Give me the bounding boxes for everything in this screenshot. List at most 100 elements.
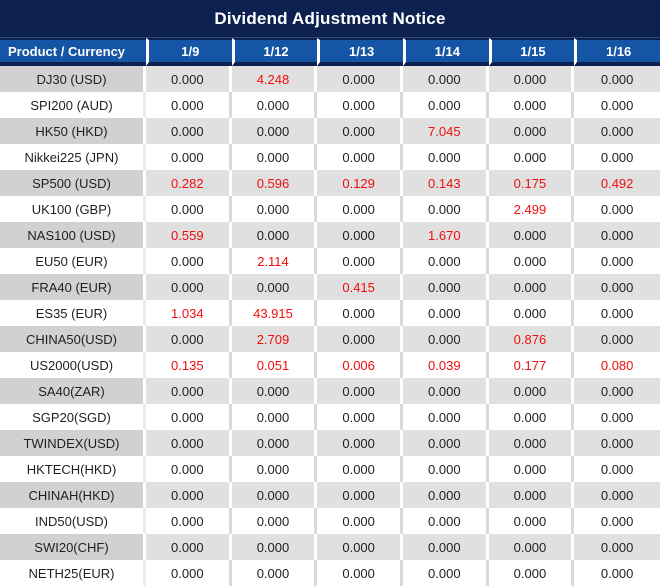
value-cell: 0.000 <box>317 482 403 508</box>
value-cell: 0.006 <box>317 352 403 378</box>
table-row: SPI200 (AUD) 0.000 0.000 0.000 0.000 0.000 0.0… <box>0 92 660 118</box>
value-cell: 0.000 <box>574 274 660 300</box>
value-cell: 0.000 <box>317 66 403 92</box>
value-cell: 0.000 <box>317 378 403 404</box>
value-cell: 0.000 <box>317 404 403 430</box>
value-cell: 0.000 <box>402 144 489 170</box>
value-cell: 0.000 <box>488 92 575 118</box>
product-cell: EU50 (EUR) <box>0 248 146 274</box>
value-cell: 0.039 <box>402 352 489 378</box>
value-cell: 4.248 <box>231 66 318 92</box>
table-row: EU50 (EUR) 0.000 2.114 0.000 0.000 0.000 0.000 <box>0 248 660 274</box>
product-cell: HKTECH(HKD) <box>0 456 146 482</box>
table-row: UK100 (GBP) 0.000 0.000 0.000 0.000 2.499 0.00… <box>0 196 660 222</box>
value-cell: 0.000 <box>402 404 489 430</box>
value-cell: 0.051 <box>231 352 318 378</box>
value-cell: 0.000 <box>317 430 403 456</box>
title-bar: Dividend Adjustment Notice <box>0 0 660 38</box>
product-cell: SA40(ZAR) <box>0 378 146 404</box>
value-cell: 0.000 <box>317 560 403 586</box>
table-row: NAS100 (USD) 0.559 0.000 0.000 1.670 0.000 0.0… <box>0 222 660 248</box>
product-cell: IND50(USD) <box>0 508 146 534</box>
value-cell: 0.000 <box>317 118 403 144</box>
product-cell: SGP20(SGD) <box>0 404 146 430</box>
product-cell: CHINA50(USD) <box>0 326 146 352</box>
value-cell: 0.000 <box>146 482 232 508</box>
value-cell: 0.000 <box>402 378 489 404</box>
column-header-product-currency: Product / Currency <box>0 38 146 66</box>
value-cell: 0.000 <box>574 430 660 456</box>
value-cell: 0.000 <box>488 430 575 456</box>
table-row: SP500 (USD) 0.282 0.596 0.129 0.143 0.175 0.49… <box>0 170 660 196</box>
value-cell: 0.000 <box>146 404 232 430</box>
value-cell: 0.000 <box>402 92 489 118</box>
column-header-date: 1/12 <box>231 38 318 66</box>
value-cell: 0.175 <box>488 170 575 196</box>
value-cell: 0.000 <box>317 222 403 248</box>
value-cell: 0.000 <box>488 222 575 248</box>
table-row: CHINAH(HKD) 0.000 0.000 0.000 0.000 0.000 0.00… <box>0 482 660 508</box>
value-cell: 0.000 <box>574 378 660 404</box>
value-cell: 0.000 <box>317 300 403 326</box>
table-row: SA40(ZAR) 0.000 0.000 0.000 0.000 0.000 0.000 <box>0 378 660 404</box>
value-cell: 0.000 <box>231 222 318 248</box>
value-cell: 0.000 <box>317 508 403 534</box>
value-cell: 0.000 <box>402 508 489 534</box>
product-cell: Nikkei225 (JPN) <box>0 144 146 170</box>
header-row: Product / Currency 1/9 1/12 1/13 1/14 1/15 1/… <box>0 38 660 66</box>
column-header-date: 1/9 <box>146 38 232 66</box>
value-cell: 0.000 <box>146 534 232 560</box>
value-cell: 0.000 <box>488 560 575 586</box>
value-cell: 0.000 <box>574 196 660 222</box>
value-cell: 0.000 <box>231 404 318 430</box>
value-cell: 0.000 <box>574 404 660 430</box>
value-cell: 0.000 <box>231 508 318 534</box>
product-cell: NAS100 (USD) <box>0 222 146 248</box>
table-row: US2000(USD) 0.135 0.051 0.006 0.039 0.177 0.08… <box>0 352 660 378</box>
value-cell: 0.000 <box>574 534 660 560</box>
value-cell: 0.596 <box>231 170 318 196</box>
column-header-date: 1/16 <box>574 38 660 66</box>
value-cell: 0.177 <box>488 352 575 378</box>
value-cell: 0.559 <box>146 222 232 248</box>
table-row: HKTECH(HKD) 0.000 0.000 0.000 0.000 0.000 0.00… <box>0 456 660 482</box>
value-cell: 43.915 <box>231 300 318 326</box>
value-cell: 0.000 <box>231 456 318 482</box>
value-cell: 0.000 <box>574 66 660 92</box>
value-cell: 0.000 <box>231 274 318 300</box>
value-cell: 0.000 <box>146 118 232 144</box>
value-cell: 0.000 <box>402 326 489 352</box>
value-cell: 0.000 <box>402 560 489 586</box>
value-cell: 0.000 <box>402 482 489 508</box>
value-cell: 0.000 <box>574 456 660 482</box>
value-cell: 0.000 <box>488 378 575 404</box>
product-cell: NETH25(EUR) <box>0 560 146 586</box>
value-cell: 0.000 <box>402 66 489 92</box>
value-cell: 0.000 <box>317 196 403 222</box>
column-header-date: 1/15 <box>488 38 575 66</box>
value-cell: 0.000 <box>402 456 489 482</box>
value-cell: 0.000 <box>488 456 575 482</box>
table-row: SGP20(SGD) 0.000 0.000 0.000 0.000 0.000 0.000 <box>0 404 660 430</box>
value-cell: 0.000 <box>488 508 575 534</box>
product-cell: CHINAH(HKD) <box>0 482 146 508</box>
table-row: DJ30 (USD) 0.000 4.248 0.000 0.000 0.000 0.000 <box>0 66 660 92</box>
value-cell: 0.000 <box>574 222 660 248</box>
value-cell: 0.000 <box>402 196 489 222</box>
value-cell: 0.135 <box>146 352 232 378</box>
value-cell: 0.000 <box>146 456 232 482</box>
product-cell: US2000(USD) <box>0 352 146 378</box>
table-row: HK50 (HKD) 0.000 0.000 0.000 7.045 0.000 0.000 <box>0 118 660 144</box>
value-cell: 0.000 <box>402 534 489 560</box>
value-cell: 0.000 <box>317 456 403 482</box>
value-cell: 0.000 <box>146 144 232 170</box>
value-cell: 0.000 <box>574 300 660 326</box>
page-title: Dividend Adjustment Notice <box>214 8 446 28</box>
value-cell: 0.000 <box>231 430 318 456</box>
value-cell: 2.709 <box>231 326 318 352</box>
value-cell: 0.000 <box>402 300 489 326</box>
table-row: CHINA50(USD) 0.000 2.709 0.000 0.000 0.876 0.0… <box>0 326 660 352</box>
value-cell: 0.000 <box>146 66 232 92</box>
product-cell: ES35 (EUR) <box>0 300 146 326</box>
